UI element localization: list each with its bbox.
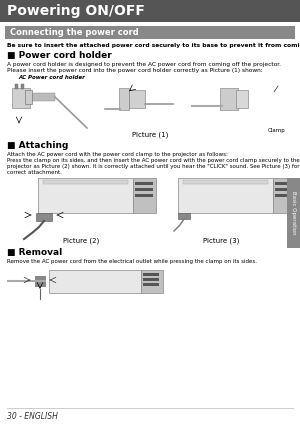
Text: Remove the AC power cord from the electrical outlet while pressing the clamp on : Remove the AC power cord from the electr… [7, 259, 257, 264]
Text: Clamp: Clamp [268, 128, 286, 133]
Bar [183, 180, 268, 184]
Bar [135, 188, 153, 191]
Bar [287, 178, 300, 248]
Bar [275, 194, 293, 197]
Text: A power cord holder is designed to prevent the AC power cord from coming off the: A power cord holder is designed to preve… [7, 62, 281, 67]
Text: Press the clamp on its sides, and then insert the AC power cord with the power c: Press the clamp on its sides, and then i… [7, 158, 300, 163]
Bar [5, 26, 295, 39]
Bar [143, 273, 159, 276]
Text: Powering ON/OFF: Powering ON/OFF [7, 4, 145, 18]
Bar [119, 88, 129, 110]
Text: ■ Removal: ■ Removal [7, 248, 62, 257]
Text: Be sure to insert the attached power cord securely to its base to prevent it fro: Be sure to insert the attached power cor… [7, 43, 300, 48]
Bar [35, 276, 45, 286]
Bar [236, 90, 248, 108]
Bar [273, 178, 296, 213]
Bar [49, 270, 141, 293]
Bar [143, 278, 159, 281]
Bar [0, 0, 300, 22]
Bar [36, 213, 52, 221]
Bar [178, 213, 190, 219]
Text: projector as Picture (2) shown. It is correctly attached until you hear the "CLI: projector as Picture (2) shown. It is co… [7, 164, 299, 169]
Bar [192, 80, 282, 128]
Bar [25, 90, 32, 104]
Bar [12, 88, 30, 108]
Bar [105, 80, 173, 128]
Bar [38, 178, 133, 213]
Bar [133, 178, 156, 213]
Bar [135, 182, 153, 185]
Text: ■ Attaching: ■ Attaching [7, 141, 68, 150]
Text: Picture (3): Picture (3) [203, 238, 239, 245]
Bar [15, 84, 18, 89]
Text: ■ Power cord holder: ■ Power cord holder [7, 51, 112, 60]
Text: Picture (1): Picture (1) [132, 132, 168, 139]
Bar [30, 93, 55, 101]
Text: correct attachment.: correct attachment. [7, 170, 62, 175]
Text: Attach the AC power cord with the power cord clamp to the projector as follows:: Attach the AC power cord with the power … [7, 152, 228, 157]
Bar [220, 88, 238, 110]
Bar [141, 270, 163, 293]
Text: AC Power cord holder: AC Power cord holder [18, 75, 85, 80]
Bar [275, 188, 293, 191]
Bar [143, 283, 159, 286]
Bar [178, 178, 273, 213]
Text: Basic Operation: Basic Operation [291, 191, 296, 235]
Bar [275, 182, 293, 185]
Bar [21, 84, 24, 89]
Text: 30 - ENGLISH: 30 - ENGLISH [7, 412, 58, 421]
Bar [129, 90, 145, 108]
Text: Connecting the power cord: Connecting the power cord [10, 28, 139, 37]
Text: Picture (2): Picture (2) [63, 238, 99, 245]
Bar [135, 194, 153, 197]
Bar [43, 180, 128, 184]
Text: Please insert the power cord into the power cord holder correctly as Picture (1): Please insert the power cord into the po… [7, 68, 263, 73]
Bar [7, 80, 87, 128]
